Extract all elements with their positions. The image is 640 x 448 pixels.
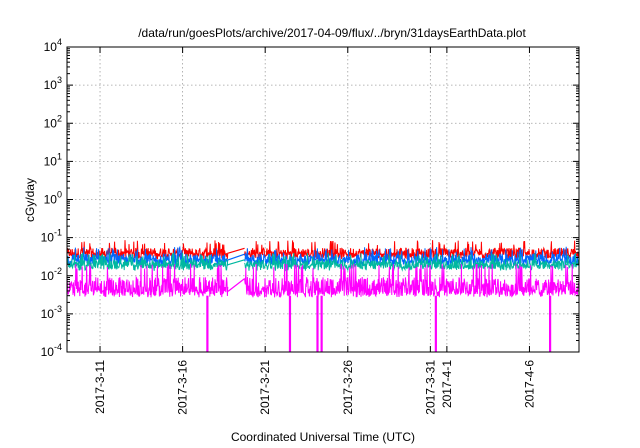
y-tick-label: 101 [44, 151, 62, 168]
y-tick-label: 10-3 [41, 304, 62, 321]
gap-connector [227, 259, 245, 266]
x-tick-label: 2017-3-16 [176, 360, 190, 415]
x-tick-label: 2017-4-1 [440, 360, 454, 408]
x-tick-label: 2017-4-6 [522, 360, 536, 408]
y-tick-label: 10-1 [41, 228, 62, 245]
gap-connector [227, 278, 245, 292]
series-line [244, 240, 580, 260]
y-tick-label: 104 [44, 37, 62, 54]
y-tick-label: 10-4 [41, 342, 62, 359]
series-line [66, 252, 229, 271]
y-tick-label: 10-2 [41, 266, 62, 283]
x-tick-label: 2017-3-21 [258, 360, 272, 415]
series-line [244, 252, 580, 272]
series-line [66, 263, 229, 298]
y-tick-label: 102 [44, 113, 62, 130]
y-tick-label: 100 [44, 190, 62, 207]
x-tick-label: 2017-3-11 [93, 360, 107, 414]
series-layer [66, 240, 580, 352]
gap-connector [227, 247, 245, 254]
y-axis-label: cGy/day [23, 178, 37, 222]
y-tick-label: 103 [44, 75, 62, 92]
grid [67, 47, 579, 352]
chart-title: /data/run/goesPlots/archive/2017-04-09/f… [138, 26, 526, 40]
axes: 10-4 10-3 10-2 10-1 100 101 102 103 104 2017-3-11… [41, 37, 579, 415]
x-tick-label: 2017-3-31 [423, 360, 437, 415]
x-tick-label: 2017-3-26 [341, 360, 355, 415]
x-axis-label: Coordinated Universal Time (UTC) [231, 430, 415, 444]
series-line [244, 263, 580, 299]
gap-connector [227, 253, 245, 261]
